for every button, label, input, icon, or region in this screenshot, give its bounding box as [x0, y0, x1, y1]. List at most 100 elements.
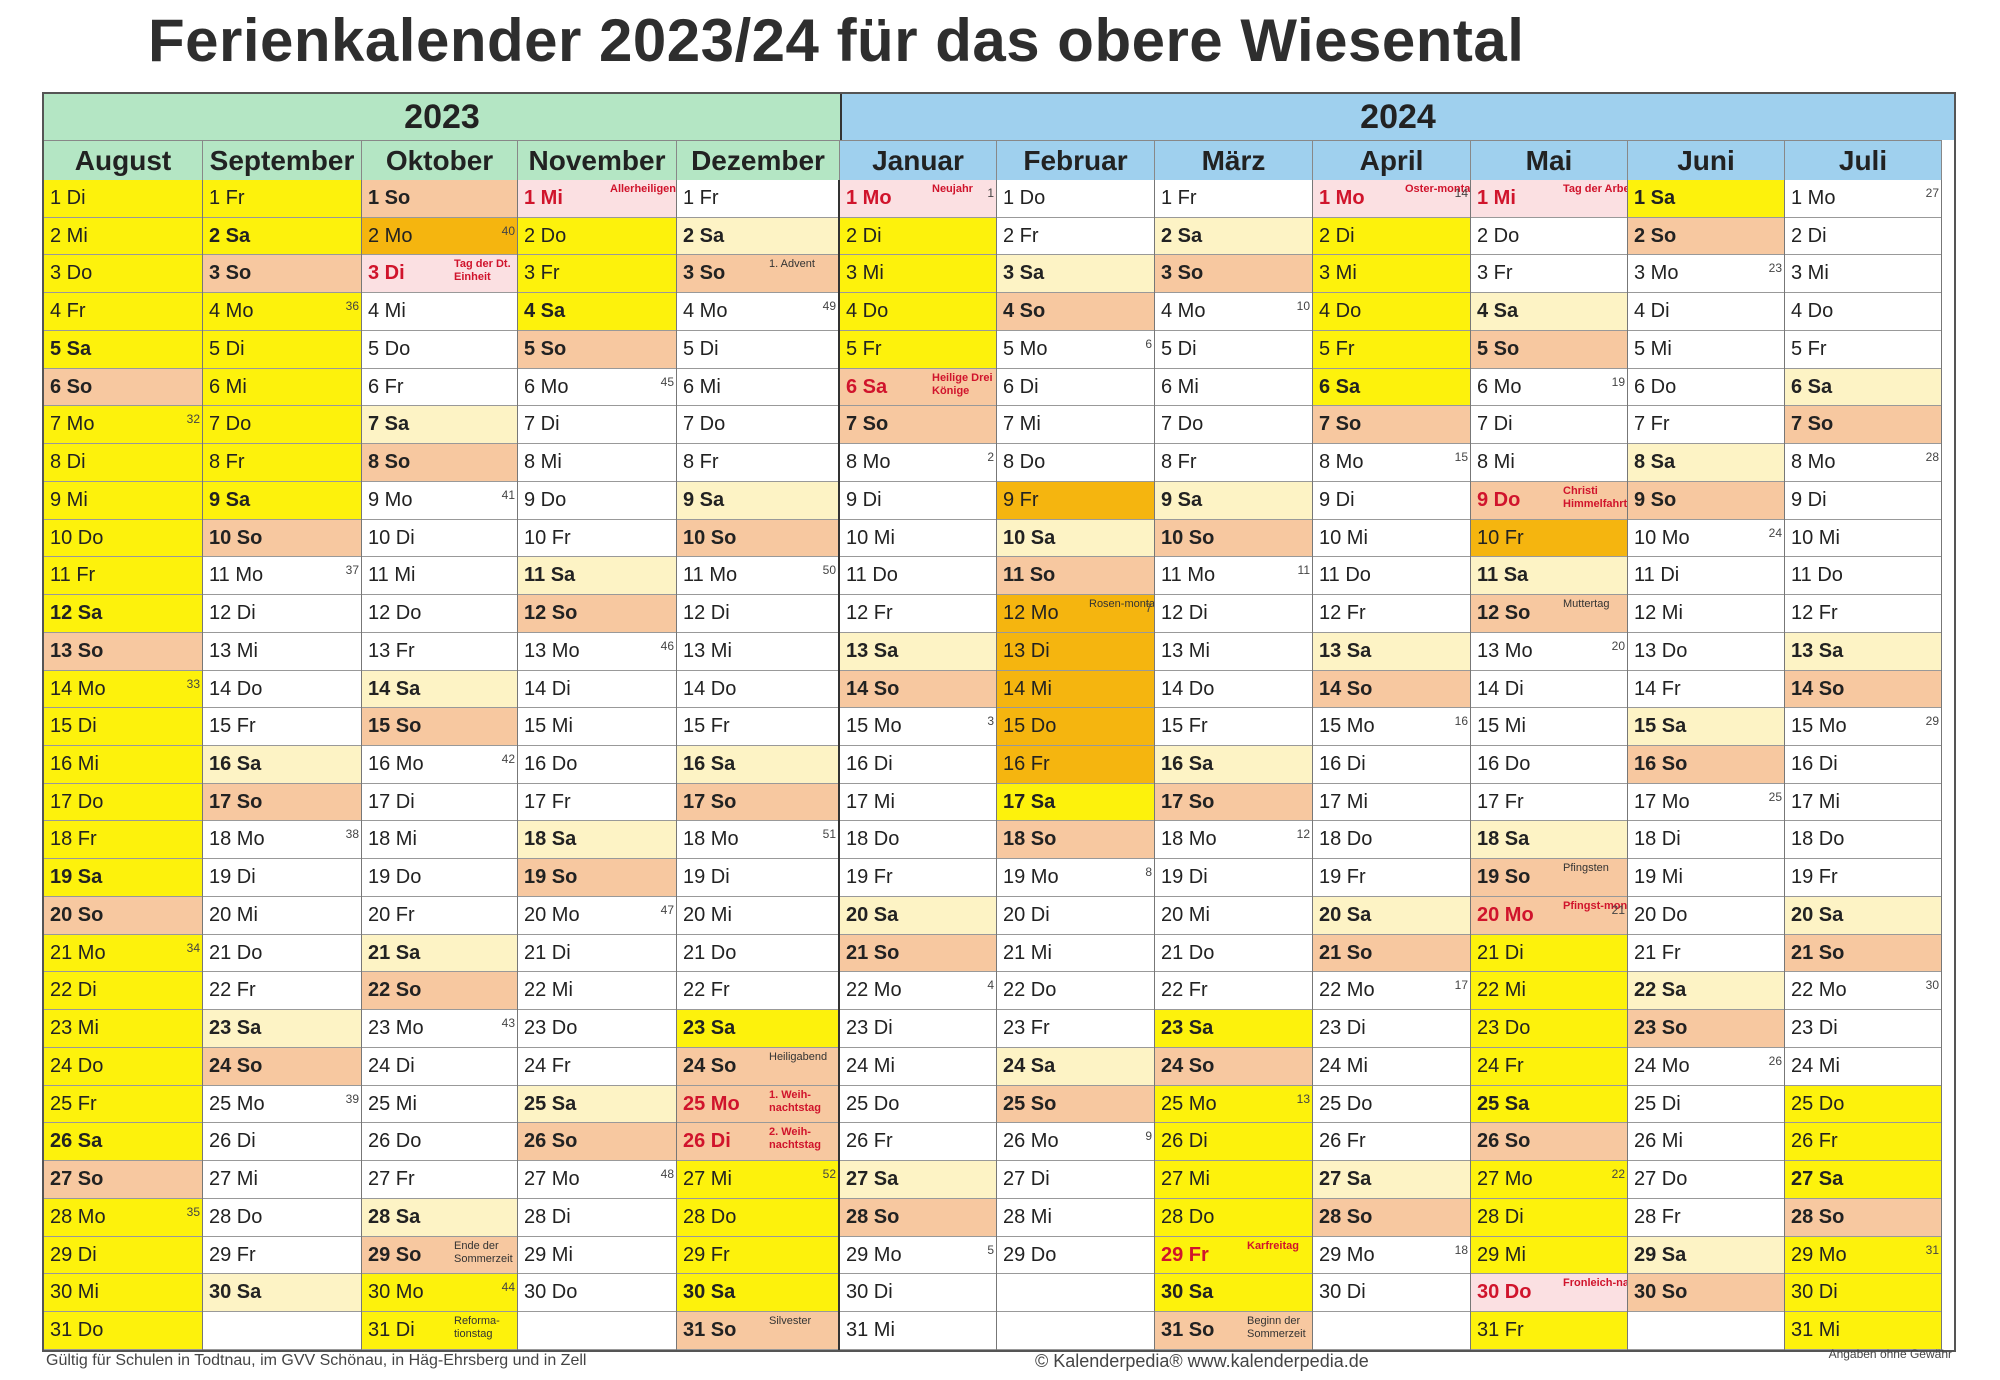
- day-label: 6 Mi: [683, 375, 721, 398]
- day-label: 13 Mi: [1161, 639, 1210, 662]
- day-label: 16 Sa: [209, 753, 262, 776]
- day-label: 15 Do: [1003, 715, 1057, 738]
- day-label: 24 So: [209, 1054, 263, 1077]
- day-label: 22 Mo: [1791, 979, 1847, 1002]
- day-label: 14 Di: [1477, 677, 1524, 700]
- day-cell: 27 Mi: [203, 1161, 361, 1199]
- year-header-2023: 2023: [44, 94, 842, 140]
- day-label: 26 Di: [209, 1130, 256, 1153]
- day-label: 5 So: [1477, 337, 1520, 360]
- day-label: 18 So: [1003, 828, 1057, 851]
- day-cell: 23 Sa: [1155, 1010, 1312, 1048]
- day-cell: 20 Fr: [362, 896, 517, 935]
- day-cell: 11 Do: [840, 557, 996, 596]
- day-label: 15 Mo: [846, 715, 902, 738]
- day-label: 21 Sa: [368, 941, 421, 964]
- day-label: 9 Di: [846, 488, 882, 511]
- day-cell: 22 Mo 17: [1313, 972, 1470, 1011]
- day-cell: 26 So: [1471, 1123, 1627, 1162]
- day-label: 13 Sa: [1791, 639, 1844, 662]
- day-cell: 18 Fr: [44, 821, 202, 860]
- day-cell: 16 Mi: [44, 746, 202, 784]
- day-label: 20 Mo: [1477, 903, 1534, 926]
- day-note: Pfingst-montag: [1563, 899, 1627, 912]
- day-label: 21 Do: [1161, 941, 1215, 964]
- day-label: 20 Sa: [1791, 903, 1844, 926]
- day-cell: 17 Fr: [1471, 783, 1627, 822]
- day-label: 14 So: [846, 677, 900, 700]
- day-note: Silvester: [769, 1315, 812, 1328]
- day-cell: 5 Mi: [1628, 330, 1784, 369]
- day-cell: 4 Mi: [362, 293, 517, 331]
- day-cell: 29 Fr: [677, 1236, 838, 1275]
- empty-day-cell: [203, 1312, 361, 1350]
- day-note: Fronleich-nam: [1563, 1277, 1627, 1290]
- day-cell: 18 Do: [840, 821, 996, 860]
- day-label: 7 Di: [1477, 413, 1513, 436]
- day-label: 23 So: [1634, 1017, 1688, 1040]
- day-cell: 3 Fr: [1471, 255, 1627, 294]
- week-number: 16: [1454, 714, 1468, 729]
- day-cell: 16 Sa: [677, 746, 838, 784]
- day-label: 22 Di: [50, 979, 97, 1002]
- day-note: Oster-montag: [1405, 183, 1470, 195]
- day-label: 1 Fr: [209, 187, 245, 209]
- day-label: 9 Di: [1319, 488, 1355, 511]
- day-label: 16 So: [1634, 753, 1688, 776]
- day-label: 9 Do: [524, 488, 567, 511]
- month-header: Januar: [840, 140, 997, 180]
- day-label: 5 Mi: [1634, 337, 1672, 360]
- month-header: September: [203, 140, 362, 180]
- day-cell: 7 Do: [203, 406, 361, 445]
- day-label: 18 Mo: [683, 828, 739, 851]
- day-label: 11 Mo: [209, 564, 264, 587]
- day-label: 20 Fr: [368, 903, 415, 926]
- day-cell: 28 So: [1313, 1198, 1470, 1237]
- day-cell: 27 Mi 52: [677, 1161, 838, 1199]
- day-label: 7 So: [846, 413, 889, 436]
- day-cell: 11 So: [997, 557, 1154, 596]
- day-cell: 27 Sa: [1313, 1161, 1470, 1199]
- month-header: März: [1155, 140, 1313, 180]
- day-label: 18 Di: [1634, 828, 1681, 851]
- day-label: 9 Sa: [209, 488, 251, 511]
- day-label: 29 Mi: [1477, 1243, 1526, 1266]
- day-label: 6 Mi: [209, 375, 247, 398]
- day-label: 7 Do: [209, 413, 252, 436]
- day-label: 26 So: [524, 1130, 578, 1153]
- day-cell: 20 Do: [1628, 896, 1784, 935]
- day-label: 24 So: [683, 1054, 737, 1077]
- day-label: 12 Mo: [1003, 602, 1059, 625]
- day-label: 14 Mo: [50, 677, 106, 700]
- day-label: 27 Mo: [1477, 1168, 1533, 1191]
- day-label: 15 Sa: [1634, 715, 1687, 738]
- day-cell: 20 Mo Pfingst-montag21: [1471, 896, 1627, 935]
- day-note: Christi Himmelfahrt: [1563, 484, 1627, 510]
- day-cell: 5 Fr: [840, 330, 996, 369]
- day-label: 28 Do: [1161, 1205, 1215, 1228]
- month-column: 1 Sa 2 So 3 Mo 23 4 Di 5 Mi 6 Do 7 Fr 8 Sa 9 So 10…: [1628, 180, 1785, 1350]
- day-cell: 27 Mi: [1155, 1161, 1312, 1199]
- day-cell: 20 Di: [997, 896, 1154, 935]
- day-cell: 26 Di 2. Weih-nachtstag: [677, 1123, 838, 1162]
- day-label: 17 Do: [50, 790, 104, 813]
- day-cell: 25 Di: [1628, 1085, 1784, 1124]
- day-cell: 14 Mo 33: [44, 670, 202, 709]
- day-cell: 11 Mi: [362, 557, 517, 596]
- day-label: 8 Mo: [846, 451, 891, 474]
- day-cell: 1 Fr: [677, 180, 838, 218]
- day-label: 23 Fr: [1003, 1017, 1050, 1040]
- week-number: 27: [1925, 186, 1939, 200]
- day-label: 14 So: [1791, 677, 1845, 700]
- day-label: 24 Fr: [1477, 1054, 1524, 1077]
- week-number: 29: [1925, 714, 1939, 729]
- month-column: 1 Mi Tag der Arbeit 2 Do 3 Fr 4 Sa 5 So 6 Mo 19…: [1471, 180, 1628, 1350]
- week-number: 51: [822, 827, 836, 842]
- day-cell: 24 Mo 26: [1628, 1047, 1784, 1086]
- week-number: 20: [1611, 638, 1625, 653]
- day-cell: 16 Sa: [1155, 746, 1312, 784]
- month-header: Juli: [1785, 140, 1942, 180]
- day-cell: 11 Do: [1313, 557, 1470, 596]
- day-cell: 30 Do Fronleich-nam: [1471, 1274, 1627, 1313]
- day-label: 10 So: [1161, 526, 1215, 549]
